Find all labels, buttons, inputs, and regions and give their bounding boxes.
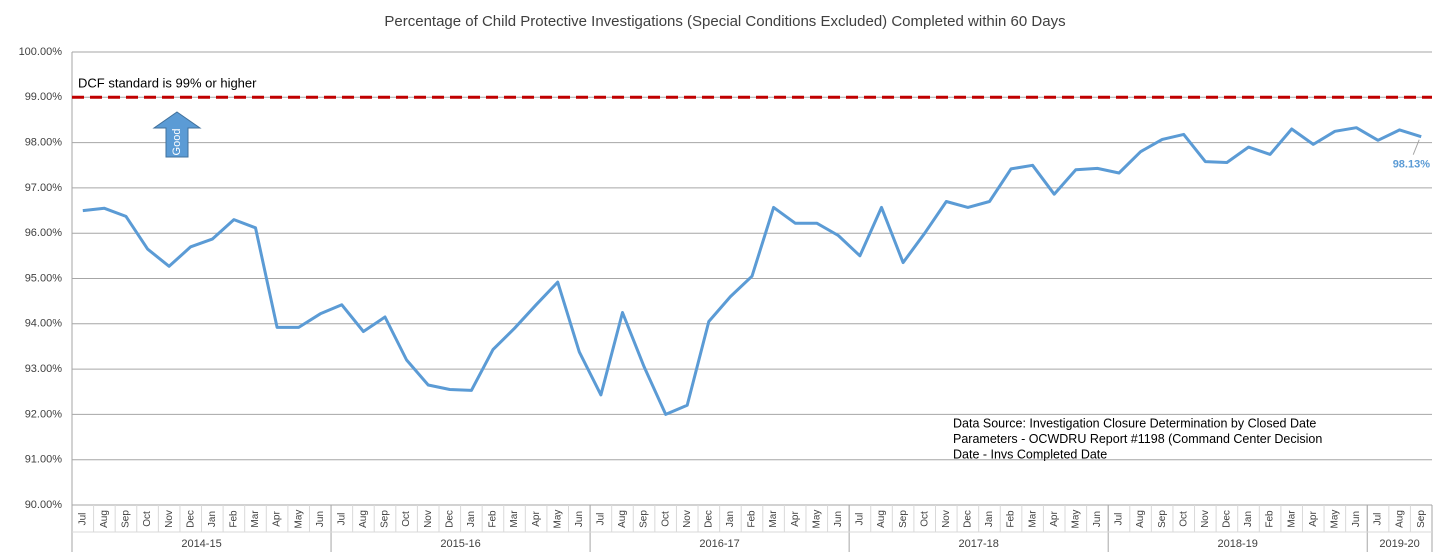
x-tick-label: Dec (963, 510, 974, 528)
x-tick-label: Dec (444, 510, 455, 528)
x-tick-label: Apr (272, 511, 283, 527)
x-tick-label: Feb (747, 510, 758, 528)
x-tick-label: Mar (1027, 510, 1038, 528)
x-tick-label: May (811, 510, 822, 529)
x-tick-label: Jul (855, 513, 866, 526)
y-tick-label: 94.00% (25, 318, 63, 330)
y-tick-label: 98.00% (25, 137, 63, 149)
x-tick-label: Jan (207, 511, 218, 527)
x-tick-label: Aug (1394, 510, 1405, 528)
group-label: 2015-16 (440, 538, 480, 550)
x-tick-label: Jan (1243, 511, 1254, 527)
x-tick-label: Aug (876, 510, 887, 528)
source-note: Data Source: Investigation Closure Deter… (953, 416, 1316, 430)
x-tick-label: Oct (919, 511, 930, 527)
good-arrow (152, 111, 202, 158)
x-tick-label: Jul (1373, 513, 1384, 526)
x-tick-label: Jun (833, 511, 844, 527)
x-tick-label: Apr (531, 511, 542, 527)
x-tick-label: May (1329, 510, 1340, 529)
x-tick-label: Jun (574, 511, 585, 527)
x-tick-label: Jun (1351, 511, 1362, 527)
x-tick-label: Nov (682, 510, 693, 528)
x-tick-label: Jun (315, 511, 326, 527)
end-value-label: 98.13% (1393, 159, 1431, 171)
group-label: 2019-20 (1379, 538, 1419, 550)
x-tick-label: May (1070, 510, 1081, 529)
y-tick-label: 93.00% (25, 363, 63, 375)
x-tick-label: Jul (336, 513, 347, 526)
x-tick-label: Dec (185, 510, 196, 528)
y-tick-label: 91.00% (25, 454, 63, 466)
group-label: 2018-19 (1218, 538, 1258, 550)
x-tick-label: Oct (1178, 511, 1189, 527)
x-tick-label: May (552, 510, 563, 529)
source-note: Date - Invs Completed Date (953, 447, 1107, 461)
x-tick-label: Sep (898, 510, 909, 528)
x-tick-label: Oct (142, 511, 153, 527)
y-tick-label: 92.00% (25, 408, 63, 420)
x-tick-label: Apr (1308, 511, 1319, 527)
x-tick-label: Feb (488, 510, 499, 528)
x-tick-label: Feb (1265, 510, 1276, 528)
x-tick-label: Nov (164, 510, 175, 528)
x-tick-label: Mar (1286, 510, 1297, 528)
x-tick-label: Sep (1416, 510, 1427, 528)
x-tick-label: Aug (1135, 510, 1146, 528)
x-tick-label: Nov (941, 510, 952, 528)
y-tick-label: 97.00% (25, 182, 63, 194)
group-label: 2017-18 (958, 538, 998, 550)
x-tick-label: Jan (725, 511, 736, 527)
data-line (82, 126, 1422, 416)
x-tick-label: Nov (423, 510, 434, 528)
x-tick-label: Apr (790, 511, 801, 527)
y-tick-label: 99.00% (25, 91, 63, 103)
x-tick-label: May (293, 510, 304, 529)
x-tick-label: Mar (509, 510, 520, 528)
label-leader (1412, 139, 1420, 155)
y-tick-label: 100.00% (19, 46, 63, 58)
x-tick-label: Jun (1092, 511, 1103, 527)
arrow-label: Good (171, 129, 183, 156)
y-tick-label: 95.00% (25, 272, 63, 284)
x-tick-label: Sep (639, 510, 650, 528)
x-tick-label: Oct (660, 511, 671, 527)
x-tick-label: Sep (380, 510, 391, 528)
group-label: 2014-15 (181, 538, 221, 550)
y-tick-label: 96.00% (25, 227, 63, 239)
x-tick-label: Dec (703, 510, 714, 528)
x-tick-label: Mar (250, 510, 261, 528)
x-tick-label: Dec (1222, 510, 1233, 528)
group-label: 2016-17 (699, 538, 739, 550)
x-tick-label: Sep (121, 510, 132, 528)
x-tick-label: Jan (466, 511, 477, 527)
x-tick-label: Jul (596, 513, 607, 526)
x-tick-label: Feb (229, 510, 240, 528)
x-tick-label: Mar (768, 510, 779, 528)
y-tick-label: 90.00% (25, 499, 63, 511)
x-tick-label: Jan (984, 511, 995, 527)
source-note: Parameters - OCWDRU Report #1198 (Comman… (953, 432, 1322, 446)
chart-title: Percentage of Child Protective Investiga… (384, 13, 1065, 30)
x-tick-label: Sep (1157, 510, 1168, 528)
x-tick-label: Aug (617, 510, 628, 528)
x-tick-label: Jul (1114, 513, 1125, 526)
x-tick-label: Feb (1006, 510, 1017, 528)
x-tick-label: Nov (1200, 510, 1211, 528)
x-tick-label: Aug (99, 510, 110, 528)
x-tick-label: Aug (358, 510, 369, 528)
x-tick-label: Apr (1049, 511, 1060, 527)
reference-label: DCF standard is 99% or higher (78, 76, 257, 91)
x-tick-label: Jul (77, 513, 88, 526)
x-tick-label: Oct (401, 511, 412, 527)
